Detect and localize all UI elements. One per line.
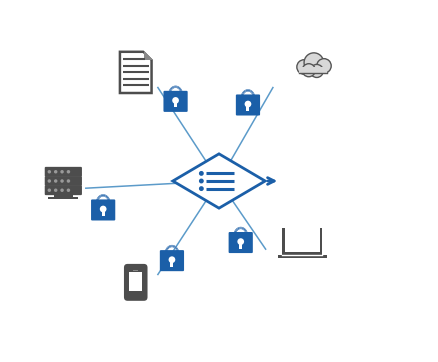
Bar (133, 270, 138, 271)
Circle shape (48, 179, 51, 183)
Circle shape (54, 170, 57, 173)
Bar (299, 67, 327, 73)
Circle shape (172, 97, 179, 104)
Circle shape (199, 171, 204, 176)
Circle shape (310, 64, 323, 77)
Bar (170, 262, 173, 267)
Bar (278, 255, 327, 258)
Circle shape (199, 186, 204, 191)
Circle shape (67, 189, 70, 192)
Bar (283, 228, 322, 255)
Circle shape (199, 178, 204, 184)
Circle shape (67, 179, 70, 183)
FancyBboxPatch shape (124, 264, 148, 301)
Circle shape (237, 238, 244, 245)
FancyBboxPatch shape (229, 232, 253, 253)
Polygon shape (121, 53, 150, 92)
FancyBboxPatch shape (45, 185, 82, 195)
Polygon shape (119, 51, 153, 94)
Bar (49, 197, 78, 199)
FancyBboxPatch shape (160, 250, 184, 271)
FancyBboxPatch shape (163, 91, 187, 112)
Circle shape (317, 59, 331, 73)
FancyBboxPatch shape (45, 167, 82, 177)
Circle shape (67, 170, 70, 173)
Circle shape (304, 53, 324, 72)
Bar (54, 194, 73, 197)
Circle shape (48, 189, 51, 192)
Bar (239, 244, 242, 249)
Bar (129, 272, 142, 291)
FancyBboxPatch shape (91, 199, 115, 220)
Circle shape (169, 256, 175, 263)
Circle shape (54, 179, 57, 183)
Bar (102, 211, 105, 216)
Circle shape (100, 206, 106, 212)
FancyBboxPatch shape (45, 176, 82, 186)
Circle shape (60, 189, 64, 192)
Circle shape (60, 170, 64, 173)
FancyBboxPatch shape (236, 94, 260, 115)
Polygon shape (144, 51, 153, 60)
Bar (174, 102, 177, 108)
Circle shape (297, 60, 311, 74)
Circle shape (302, 64, 315, 77)
Bar (247, 106, 249, 111)
Circle shape (54, 189, 57, 192)
Polygon shape (173, 154, 265, 208)
Circle shape (244, 101, 251, 108)
Bar (285, 228, 320, 252)
Circle shape (60, 179, 64, 183)
Circle shape (48, 170, 51, 173)
